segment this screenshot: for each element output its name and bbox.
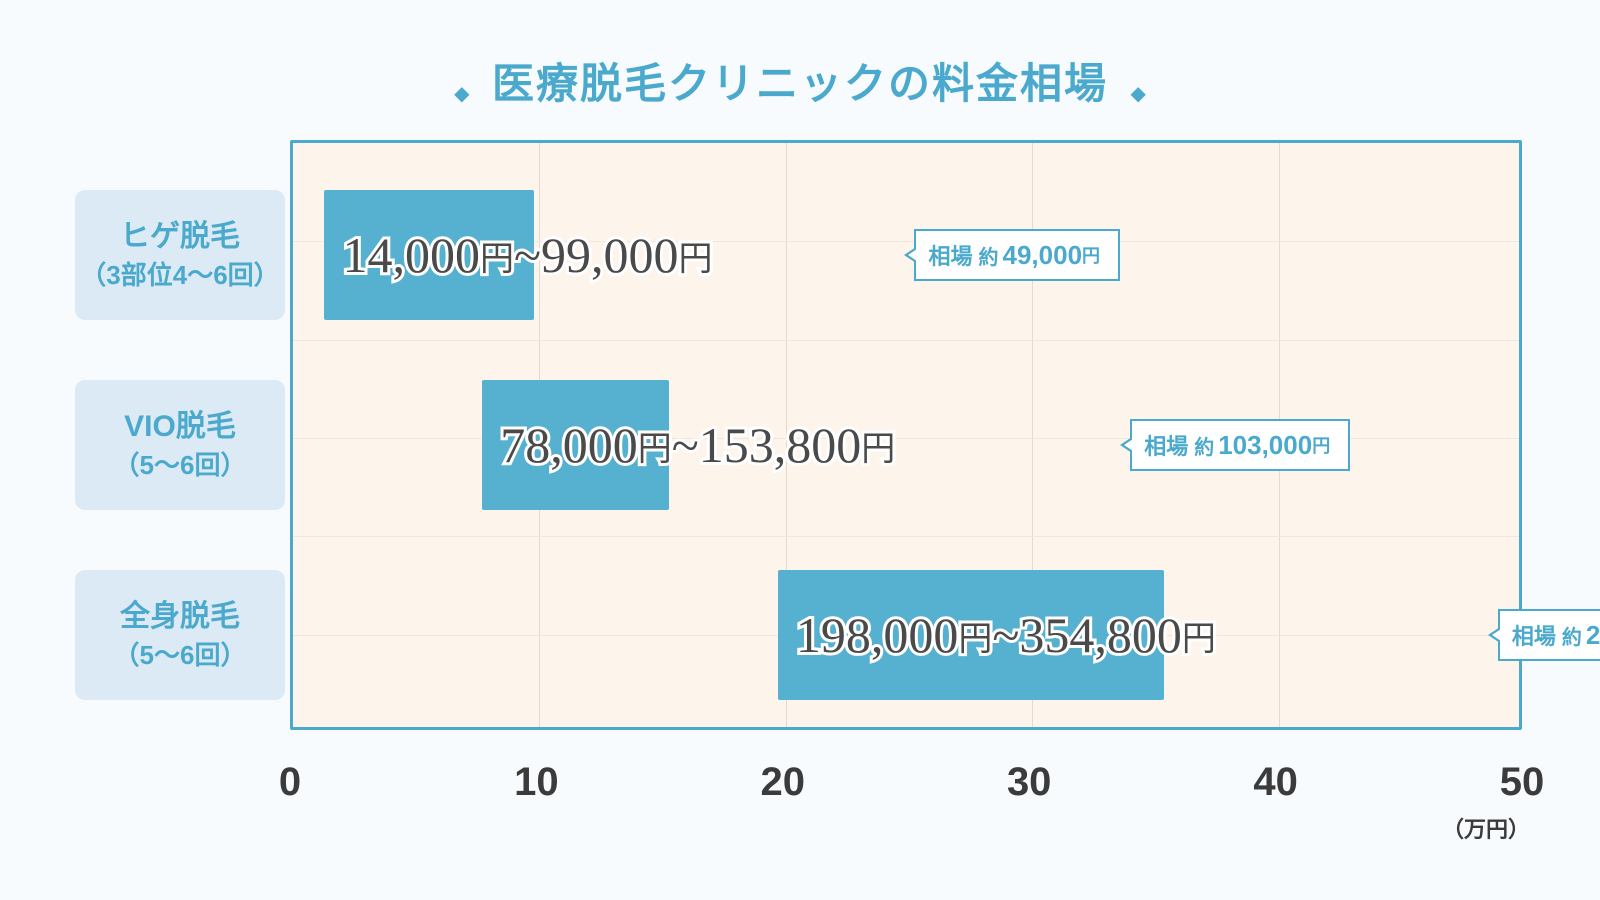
avg-value: 103,000 — [1218, 430, 1312, 461]
category-name: 全身脱毛 — [75, 597, 285, 638]
yen-unit: 円 — [1082, 242, 1100, 268]
diamond-icon: ◆ — [454, 81, 469, 106]
title-row: ◆ 医療脱毛クリニックの料金相場 ◆ — [0, 50, 1600, 111]
x-tick: 0 — [279, 760, 301, 805]
tag-arrow-icon — [908, 249, 917, 261]
avg-approx: 約 — [979, 241, 999, 270]
avg-approx: 約 — [1194, 431, 1214, 460]
x-tick: 50 — [1500, 760, 1545, 805]
avg-label: 相場 — [1144, 429, 1188, 461]
x-tick: 10 — [514, 760, 559, 805]
canvas: ◆ 医療脱毛クリニックの料金相場 ◆ ヒゲ脱毛（3部位4～6回）14,000円~… — [0, 0, 1600, 900]
range-tilde: ~ — [672, 416, 699, 474]
yen-unit: 円 — [1182, 611, 1216, 660]
tag-arrow-icon — [1492, 629, 1501, 641]
avg-approx: 約 — [1562, 621, 1582, 650]
range-from: 78,000 — [500, 416, 638, 474]
range-text: 198,000円~354,800円 — [796, 570, 1216, 700]
gridline-h — [293, 340, 1519, 341]
average-tag: 相場約253,000円 — [1498, 609, 1600, 661]
category-label: VIO脱毛（5～6回） — [75, 380, 285, 510]
range-from: 198,000 — [796, 606, 959, 664]
range-text: 78,000円~153,800円 — [500, 380, 895, 510]
avg-label: 相場 — [1512, 619, 1556, 651]
x-tick: 20 — [761, 760, 806, 805]
yen-unit: 円 — [861, 421, 895, 470]
range-from: 14,000 — [342, 226, 480, 284]
average-tag: 相場約49,000円 — [914, 229, 1120, 281]
range-to: 354,800 — [1019, 606, 1182, 664]
range-text: 14,000円~99,000円 — [342, 190, 712, 320]
category-detail: （3部位4～6回） — [75, 258, 285, 293]
yen-unit: 円 — [1312, 432, 1330, 458]
range-tilde: ~ — [514, 226, 541, 284]
range-tilde: ~ — [992, 606, 1019, 664]
category-name: ヒゲ脱毛 — [75, 217, 285, 258]
tag-arrow-icon — [1124, 439, 1133, 451]
x-unit-label: （万円） — [1442, 812, 1530, 844]
page-title: 医療脱毛クリニックの料金相場 — [492, 50, 1108, 111]
gridline-h — [293, 536, 1519, 537]
avg-value: 253,000 — [1586, 620, 1600, 651]
range-to: 153,800 — [699, 416, 862, 474]
yen-unit: 円 — [958, 611, 992, 660]
diamond-icon: ◆ — [1130, 81, 1145, 106]
avg-value: 49,000 — [1003, 240, 1083, 271]
range-to: 99,000 — [541, 226, 679, 284]
category-label: ヒゲ脱毛（3部位4～6回） — [75, 190, 285, 320]
category-label: 全身脱毛（5～6回） — [75, 570, 285, 700]
category-name: VIO脱毛 — [75, 407, 285, 448]
average-tag: 相場約103,000円 — [1130, 419, 1350, 471]
category-detail: （5～6回） — [75, 448, 285, 483]
category-detail: （5～6回） — [75, 638, 285, 673]
avg-label: 相場 — [928, 239, 972, 271]
yen-unit: 円 — [679, 231, 713, 280]
x-tick: 30 — [1007, 760, 1052, 805]
yen-unit: 円 — [638, 421, 672, 470]
yen-unit: 円 — [480, 231, 514, 280]
x-tick: 40 — [1253, 760, 1298, 805]
